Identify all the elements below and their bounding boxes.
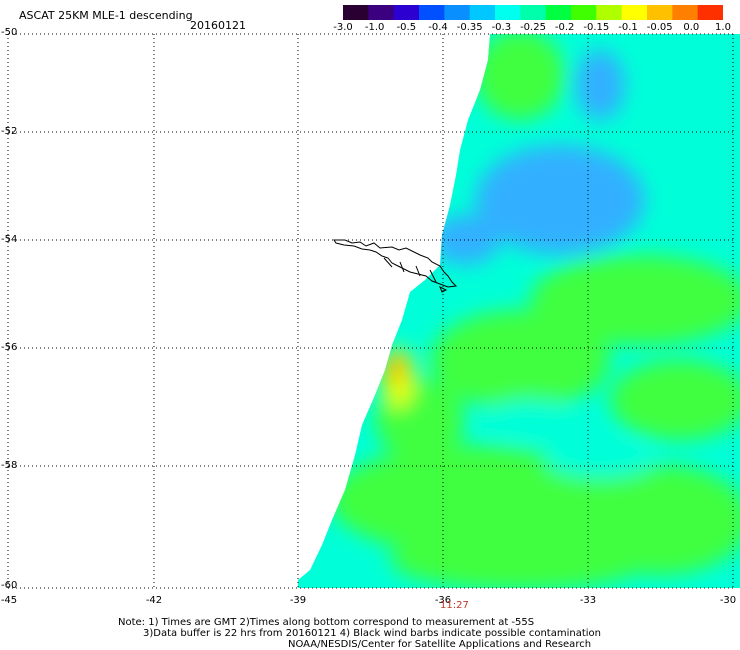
lon-label: -42 bbox=[145, 595, 163, 606]
swath-blue-patch bbox=[575, 50, 625, 120]
swath-green-patch bbox=[475, 34, 565, 120]
lon-label: -33 bbox=[579, 595, 597, 606]
colorbar-tick-label: -0.1 bbox=[618, 22, 638, 33]
colorbar-segment bbox=[469, 5, 496, 20]
lat-label: -60 bbox=[1, 580, 18, 591]
colorbar-tick-label: 1.0 bbox=[715, 22, 731, 33]
south-georgia-coastline bbox=[333, 239, 458, 293]
figure-title: ASCAT 25KM MLE-1 descending bbox=[19, 9, 193, 22]
swath-cyan-patch bbox=[545, 442, 655, 478]
lat-label: -50 bbox=[1, 27, 18, 38]
colorbar-segment bbox=[697, 5, 723, 20]
island-inlet bbox=[383, 257, 437, 283]
swath-orange-patch bbox=[388, 354, 404, 382]
lon-label: -39 bbox=[289, 595, 307, 606]
wind-swath bbox=[298, 34, 740, 588]
swath-blue-patch bbox=[475, 145, 645, 255]
note-line-3: NOAA/NESDIS/Center for Satellite Applica… bbox=[288, 639, 592, 650]
colorbar-tick-label: -0.2 bbox=[554, 22, 575, 33]
lat-label: -52 bbox=[1, 126, 18, 137]
colorbar-tick-label: -0.15 bbox=[583, 22, 610, 33]
graticule bbox=[7, 33, 734, 589]
colorbar-segment bbox=[621, 5, 648, 20]
note-line-2: 3)Data buffer is 22 hrs from 20160121 4)… bbox=[143, 628, 601, 639]
colorbar-segment bbox=[672, 5, 699, 20]
colorbar-segment bbox=[545, 5, 572, 20]
colorbar-tick-label: -1.0 bbox=[364, 22, 385, 33]
colorbar-tick-label: -0.25 bbox=[520, 22, 546, 33]
swath-green-patch bbox=[610, 360, 740, 440]
lat-label: -56 bbox=[1, 342, 18, 353]
figure-date: 20160121 bbox=[190, 19, 246, 32]
colorbar-segment bbox=[368, 5, 395, 20]
swath-green-patch bbox=[390, 530, 650, 588]
colorbar-tick-label: -0.05 bbox=[646, 22, 673, 33]
pass-time-label: 11:27 bbox=[440, 600, 469, 611]
colorbar-segment bbox=[647, 5, 673, 20]
lat-label: -58 bbox=[1, 460, 18, 471]
note-line-1: Note: 1) Times are GMT 2)Times along bot… bbox=[118, 617, 535, 628]
colorbar-tick-label: -0.5 bbox=[396, 22, 417, 33]
lat-label: -54 bbox=[1, 234, 18, 245]
colorbar-segment bbox=[444, 5, 471, 20]
island-islet bbox=[439, 285, 448, 293]
swath-green-patch bbox=[330, 445, 610, 555]
colorbar-tick-label: -0.3 bbox=[491, 22, 512, 33]
swath-green-patch bbox=[530, 255, 740, 345]
lon-label: -36 bbox=[434, 595, 452, 606]
colorbar-segment bbox=[419, 5, 445, 20]
colorbar-segment bbox=[495, 5, 521, 20]
colorbar-segment bbox=[520, 5, 547, 20]
colorbar-segment bbox=[343, 5, 369, 20]
colorbar-tick-label: -0.35 bbox=[456, 22, 483, 33]
colorbar-tick-label: 0.0 bbox=[683, 22, 700, 33]
colorbar-segment bbox=[571, 5, 597, 20]
lon-label: -45 bbox=[0, 595, 18, 606]
colorbar-segment bbox=[393, 5, 420, 20]
colorbar-segment bbox=[596, 5, 623, 20]
swath-green-patch bbox=[430, 310, 610, 410]
colorbar-tick-label: -0.4 bbox=[428, 22, 448, 33]
colorbar bbox=[343, 5, 723, 20]
lon-label: -30 bbox=[719, 595, 737, 606]
colorbar-tick-label: -3.0 bbox=[333, 22, 353, 33]
map-panel bbox=[7, 33, 740, 589]
swath-cyan-patch bbox=[480, 400, 580, 440]
island-outline bbox=[333, 239, 458, 288]
